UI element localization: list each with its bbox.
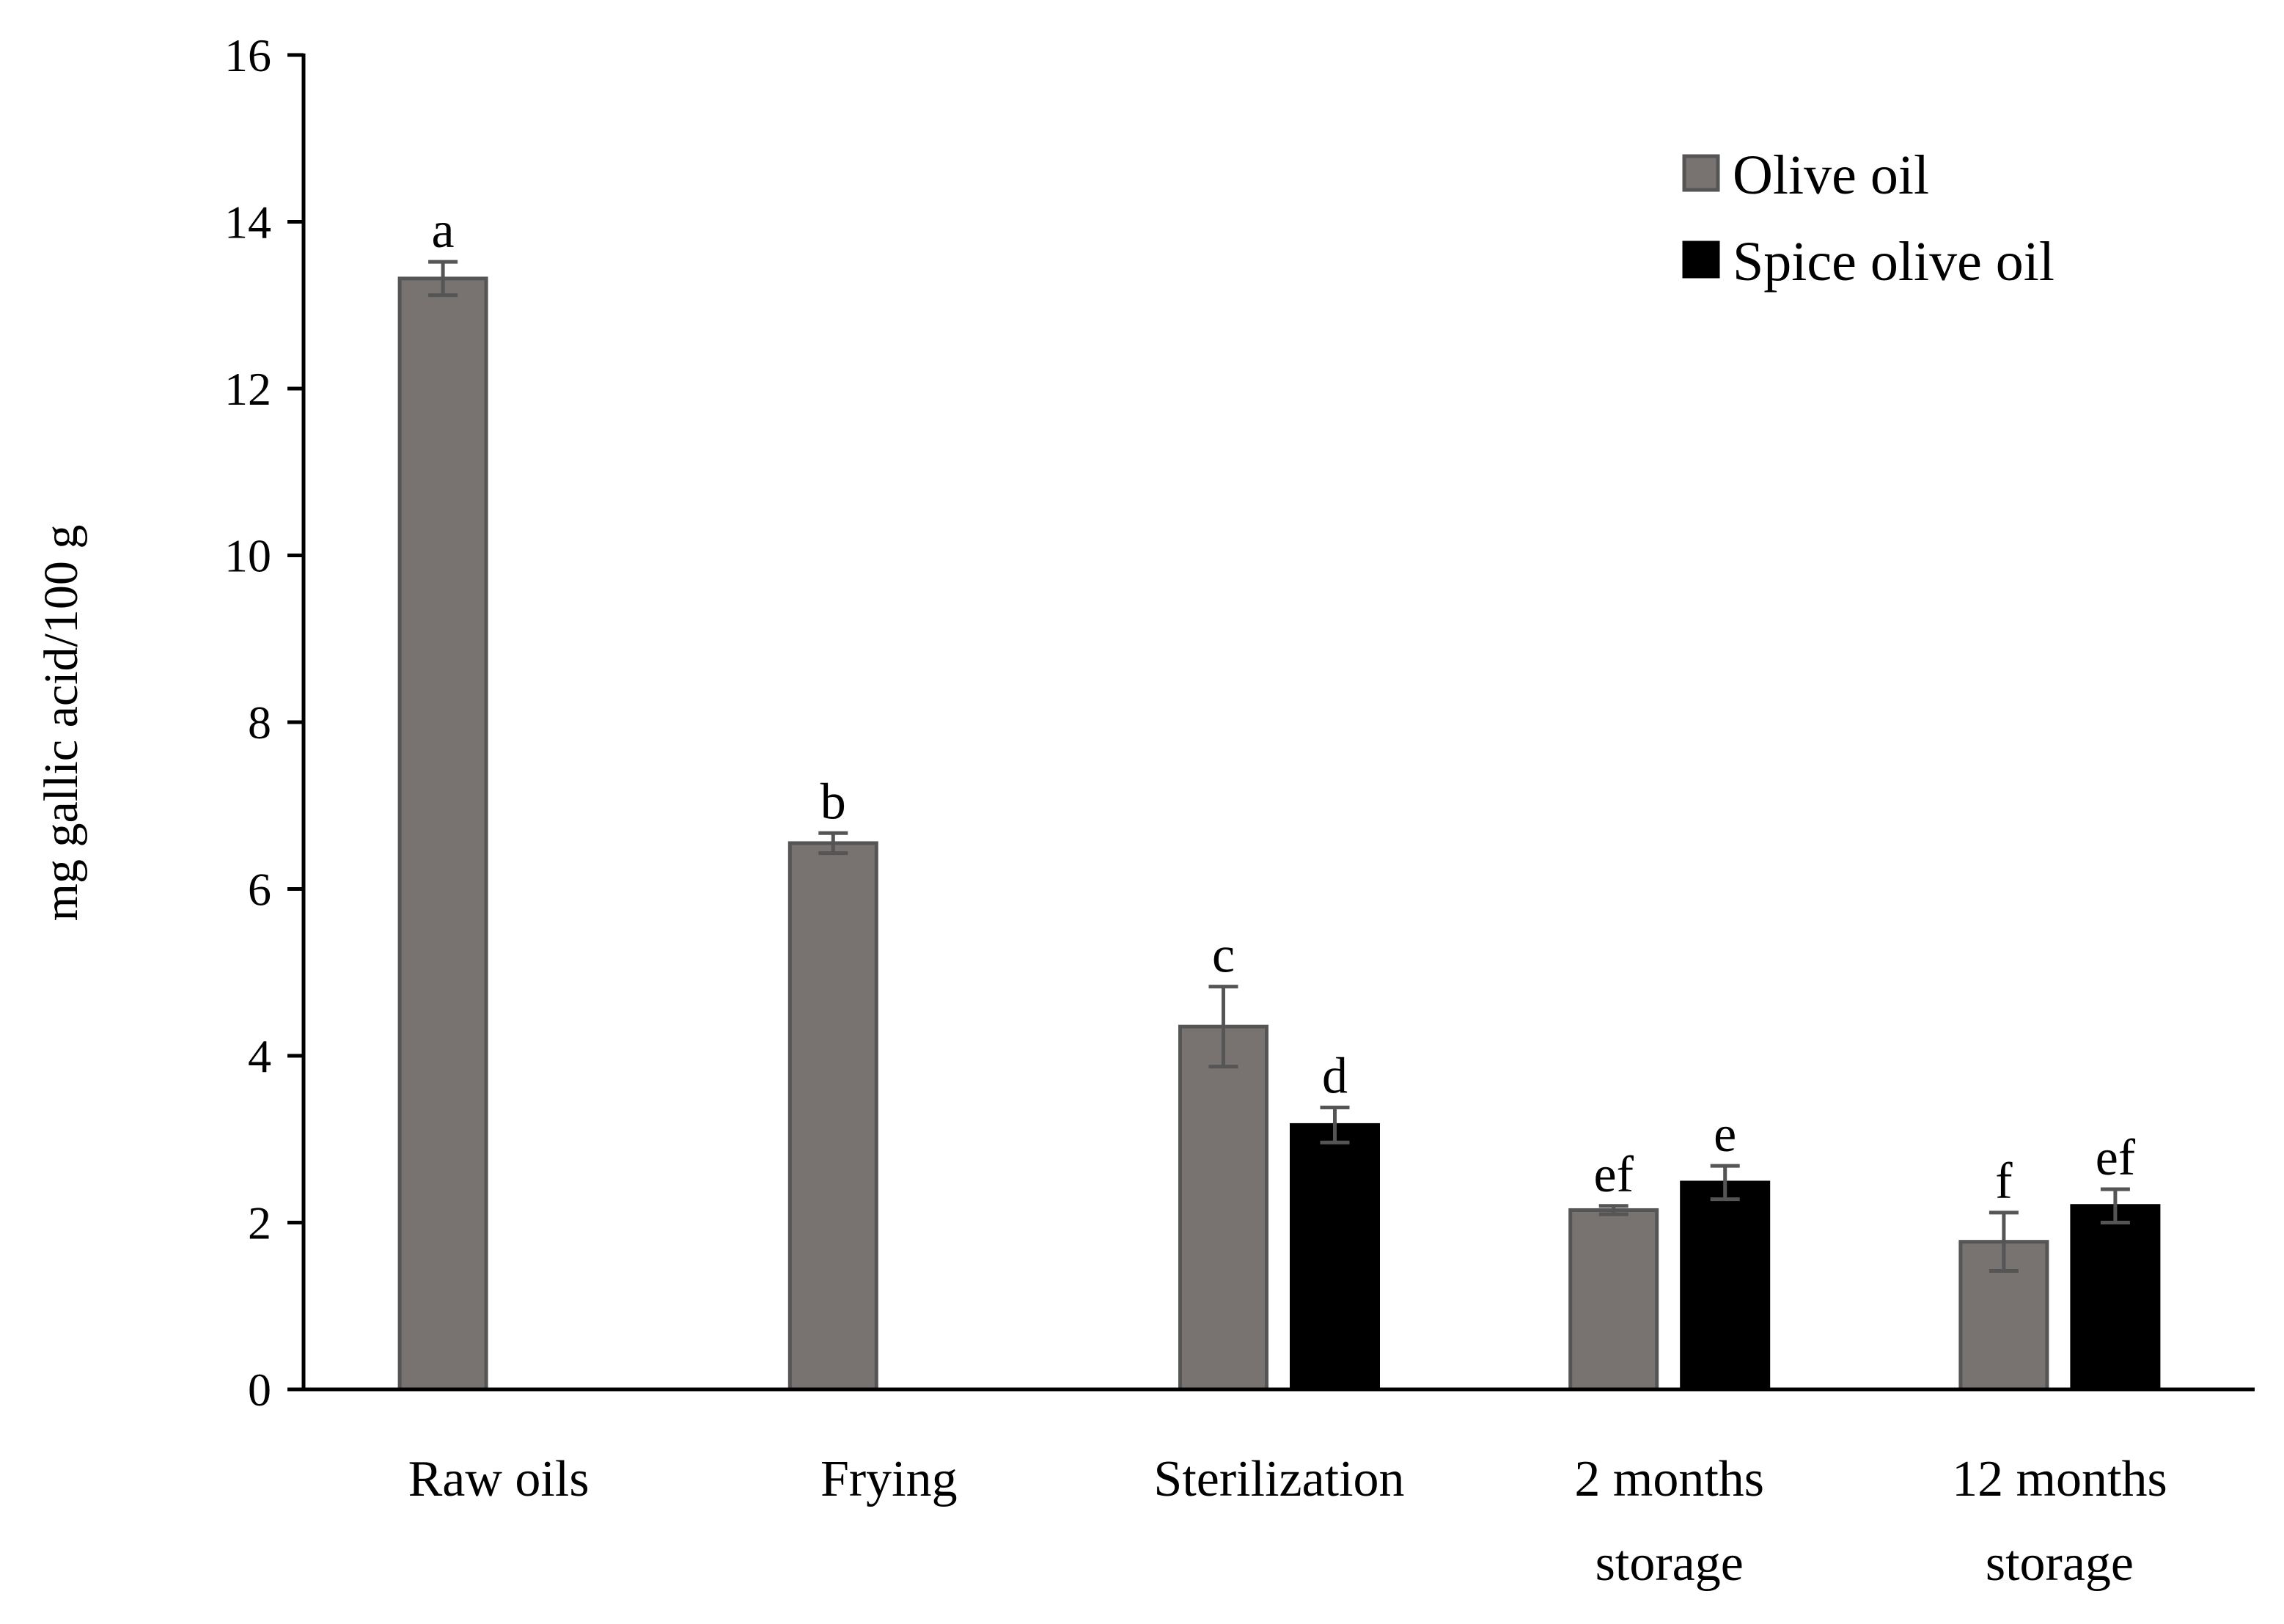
y-tick-label: 14 [224,196,271,249]
x-category-label: Raw oils [408,1451,590,1507]
significance-letter: d [1322,1048,1348,1105]
y-axis-label: mg gallic acid/100 g [34,525,88,922]
y-tick-label: 10 [224,530,271,582]
significance-letter: f [1995,1153,2013,1210]
y-tick-label: 12 [224,363,271,415]
legend-label: Spice olive oil [1733,231,2055,293]
bars [397,276,2161,1392]
y-tick-label: 16 [224,29,271,81]
legend-label: Olive oil [1733,144,1929,206]
y-tick-label: 0 [248,1364,271,1416]
significance-letter: c [1212,927,1235,984]
legend-swatch-spice-olive-oil [1682,240,1720,279]
bar-olive-oil [1568,1208,1659,1392]
x-category-label: 2 months [1574,1451,1764,1507]
bar-olive-oil [787,841,878,1392]
axes [301,54,2255,1392]
bar-olive-oil [397,276,488,1392]
bar-spice-olive-oil [1680,1180,1771,1392]
x-axis-category-labels: Raw oils Frying Sterilization 2 months stora… [408,1451,2167,1592]
x-category-label: Sterilization [1153,1451,1404,1507]
significance-letters: a b c ef f d e ef [432,202,2136,1210]
x-category-label: storage [1986,1535,2134,1592]
y-tick-label: 2 [248,1197,271,1249]
x-category-label: 12 months [1952,1451,2167,1507]
y-tick-label: 6 [248,864,271,916]
significance-letter: ef [2096,1130,2136,1186]
significance-letter: b [820,774,846,830]
significance-letter: a [432,202,455,259]
x-category-label: storage [1596,1535,1744,1592]
significance-letter: e [1714,1106,1736,1163]
bar-olive-oil [1178,1024,1268,1392]
significance-letter: ef [1594,1147,1634,1203]
legend: Olive oil Spice olive oil [1682,144,2055,293]
y-tick-label: 8 [248,697,271,749]
y-axis-ticks: 0 2 4 6 8 10 12 14 16 [224,29,304,1416]
bar-spice-olive-oil [2070,1204,2161,1392]
error-bars [428,260,2130,1273]
y-tick-label: 4 [248,1030,271,1082]
bar-spice-olive-oil [1290,1123,1380,1392]
x-category-label: Frying [820,1451,958,1507]
legend-swatch-olive-oil [1682,154,1720,192]
